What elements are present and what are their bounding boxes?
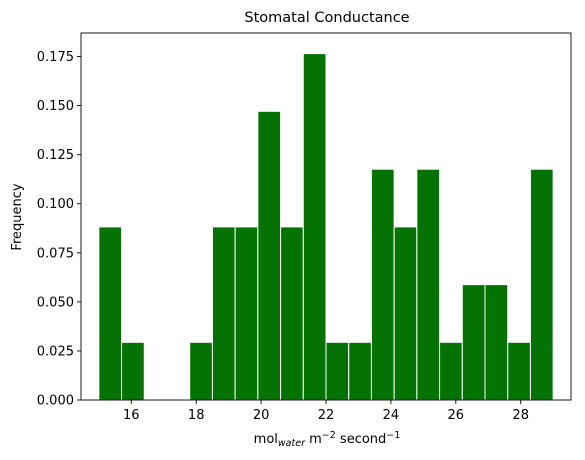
histogram-bar-17 <box>484 284 509 401</box>
histogram-bar-16 <box>461 284 486 401</box>
histogram-bar-10 <box>325 341 350 401</box>
histogram-bar-11 <box>348 341 372 401</box>
y-tick-label: 0.075 <box>37 246 74 261</box>
bars-group <box>98 53 554 401</box>
x-tick-label: 16 <box>123 408 140 423</box>
plot-frame <box>80 32 572 401</box>
y-tick-label: 0.050 <box>37 295 74 310</box>
y-tick-label: 0.150 <box>37 99 74 114</box>
x-tick-label: 24 <box>383 408 400 423</box>
histogram-bar-1 <box>121 341 145 401</box>
histogram-bar-5 <box>211 226 236 401</box>
x-tick-label: 28 <box>512 408 529 423</box>
histogram-bar-15 <box>439 341 463 401</box>
histogram-bar-12 <box>370 168 395 401</box>
x-axis-label: molwater m−2 second−1 <box>254 430 401 449</box>
x-tick-label: 22 <box>318 408 335 423</box>
y-tick-label: 0.000 <box>37 394 74 409</box>
histogram-bar-6 <box>234 226 259 401</box>
y-tick-label: 0.175 <box>37 50 74 65</box>
x-axis-ticks: 16 18 20 22 24 26 28 <box>123 400 529 423</box>
histogram-bar-8 <box>280 226 304 401</box>
histogram-bar-7 <box>257 110 282 401</box>
histogram-bar-9 <box>302 53 327 401</box>
y-axis-label: Frequency <box>10 183 25 250</box>
y-tick-label: 0.125 <box>37 148 74 163</box>
x-tick-label: 20 <box>253 408 270 423</box>
y-axis-ticks: 0.000 0.025 0.050 0.075 0.100 0.125 0.150 0.175 <box>37 50 81 409</box>
histogram-bar-4 <box>189 341 213 401</box>
histogram-bar-18 <box>507 341 531 401</box>
histogram-bar-0 <box>98 226 123 401</box>
y-tick-label: 0.025 <box>37 344 74 359</box>
x-tick-label: 26 <box>448 408 465 423</box>
histogram-bar-14 <box>416 168 441 401</box>
x-tick-label: 18 <box>188 408 205 423</box>
chart-title: Stomatal Conductance <box>244 10 409 26</box>
histogram-bar-13 <box>393 226 418 401</box>
histogram-bar-19 <box>529 168 554 401</box>
y-tick-label: 0.100 <box>37 197 74 212</box>
